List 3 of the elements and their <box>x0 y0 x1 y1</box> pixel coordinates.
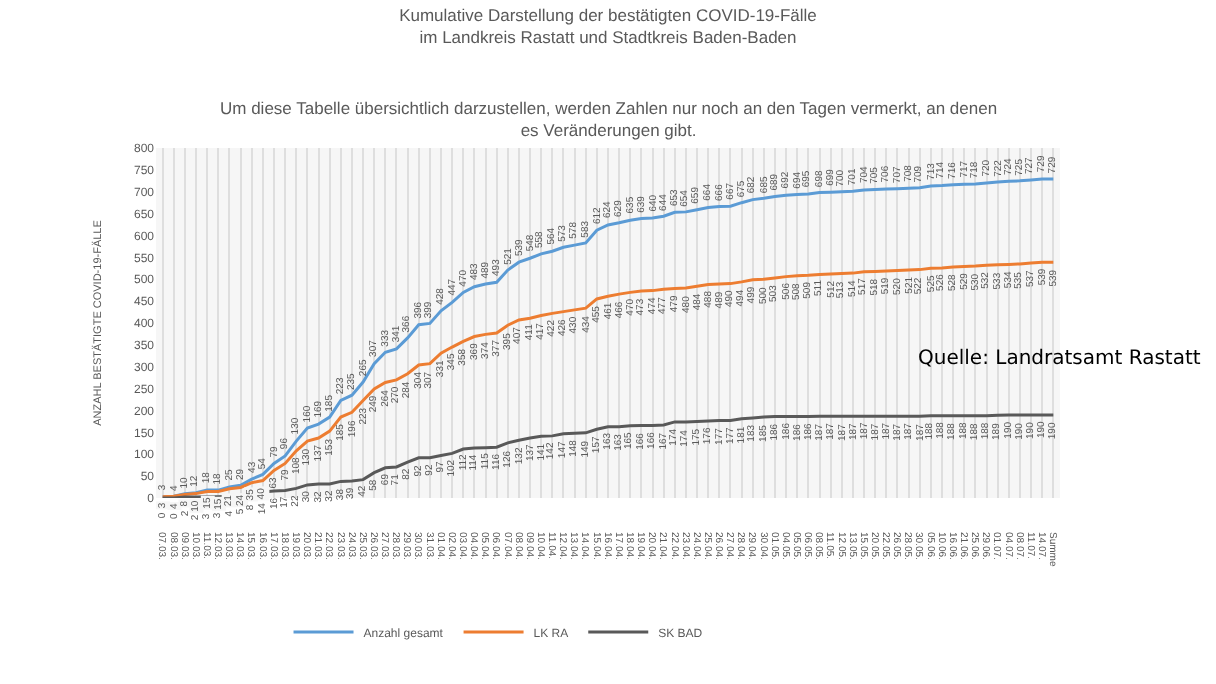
annotation: Quelle: Landratsamt Rastatt <box>918 348 1201 370</box>
chart-subtitle: Um diese Tabelle übersichtlich darzustellen, werden Zahlen nur noch an den Tagen vermerkt, an denen es Veränderungen gibt. <box>220 98 998 141</box>
chart-title: Kumulative Darstellung der bestätigten COVID-19-Fälle im Landkreis Rastatt und Stadtkreis Baden-Baden <box>399 4 818 47</box>
